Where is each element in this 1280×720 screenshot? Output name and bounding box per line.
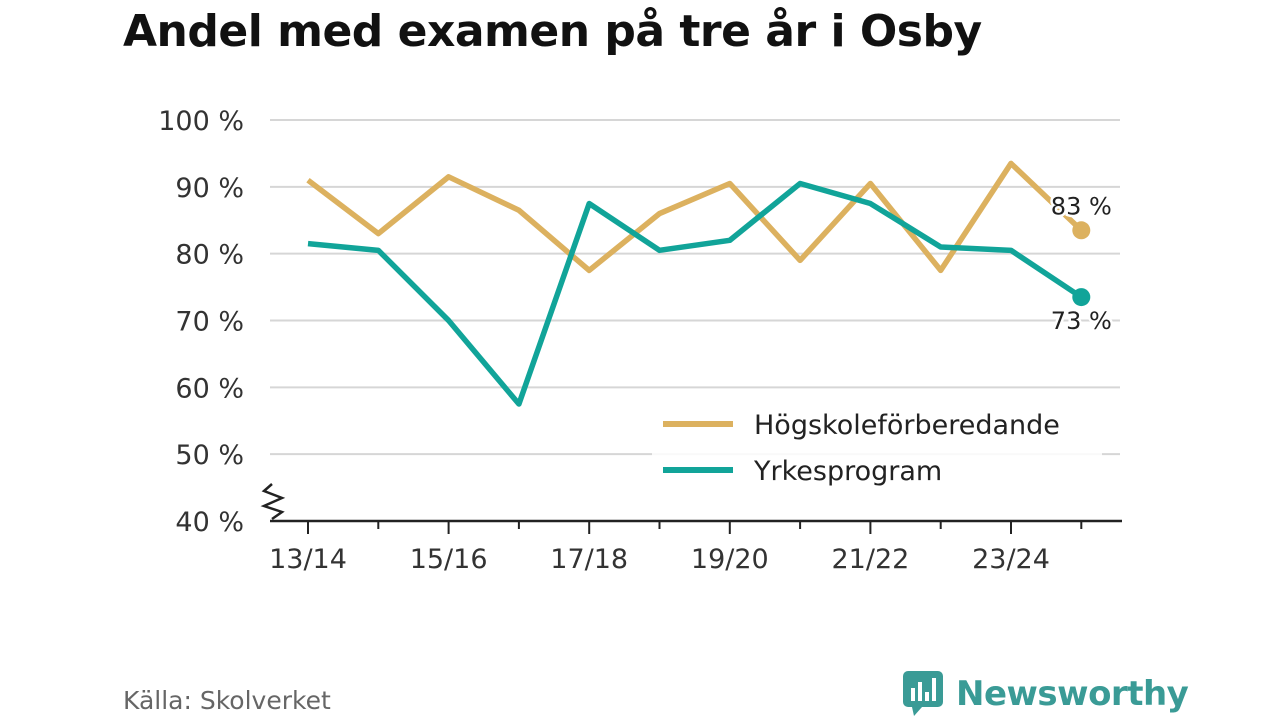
x-axis: 13/14 15/16 17/18 19/20 21/22 23/24 bbox=[269, 519, 1122, 575]
legend: Högskoleförberedande Yrkesprogram bbox=[652, 400, 1102, 500]
series-line bbox=[307, 180, 1083, 407]
x-tick-label: 19/20 bbox=[691, 544, 769, 575]
legend-background bbox=[652, 400, 1102, 500]
y-tick-label: 100 % bbox=[158, 106, 244, 137]
gridlines bbox=[270, 119, 1120, 456]
y-tick-label: 80 % bbox=[175, 240, 244, 271]
y-tick-label: 60 % bbox=[175, 373, 244, 404]
end-point bbox=[1072, 221, 1091, 240]
end-label: 83 % bbox=[1051, 192, 1112, 220]
brand[interactable]: Newsworthy bbox=[902, 670, 1189, 718]
y-axis-ticks: 40 % 50 % 60 % 70 % 80 % 90 % 100 % bbox=[158, 106, 286, 538]
end-label: 73 % bbox=[1051, 307, 1112, 335]
source-note: Källa: Skolverket bbox=[123, 686, 331, 715]
legend-label: Yrkesprogram bbox=[753, 456, 942, 487]
brand-name: Newsworthy bbox=[956, 674, 1189, 714]
x-tick-label: 13/14 bbox=[269, 544, 347, 575]
series-lines bbox=[306, 160, 1091, 407]
y-tick-label: 40 % bbox=[175, 507, 244, 538]
x-tick-label: 17/18 bbox=[550, 544, 628, 575]
series-line bbox=[306, 160, 1084, 274]
newsworthy-logo-icon bbox=[903, 671, 943, 716]
axis-break-mark bbox=[260, 483, 286, 521]
x-tick-label: 15/16 bbox=[410, 544, 488, 575]
y-tick-label: 50 % bbox=[175, 440, 244, 471]
y-tick-label: 90 % bbox=[175, 173, 244, 204]
x-tick-label: 21/22 bbox=[831, 544, 909, 575]
chart-title: Andel med examen på tre år i Osby bbox=[123, 6, 982, 57]
legend-label: Högskoleförberedande bbox=[754, 410, 1060, 441]
x-tick-label: 23/24 bbox=[972, 544, 1050, 575]
end-point bbox=[1072, 288, 1091, 307]
end-labels: 83 % 73 % bbox=[1048, 190, 1114, 338]
y-tick-label: 70 % bbox=[175, 307, 244, 338]
